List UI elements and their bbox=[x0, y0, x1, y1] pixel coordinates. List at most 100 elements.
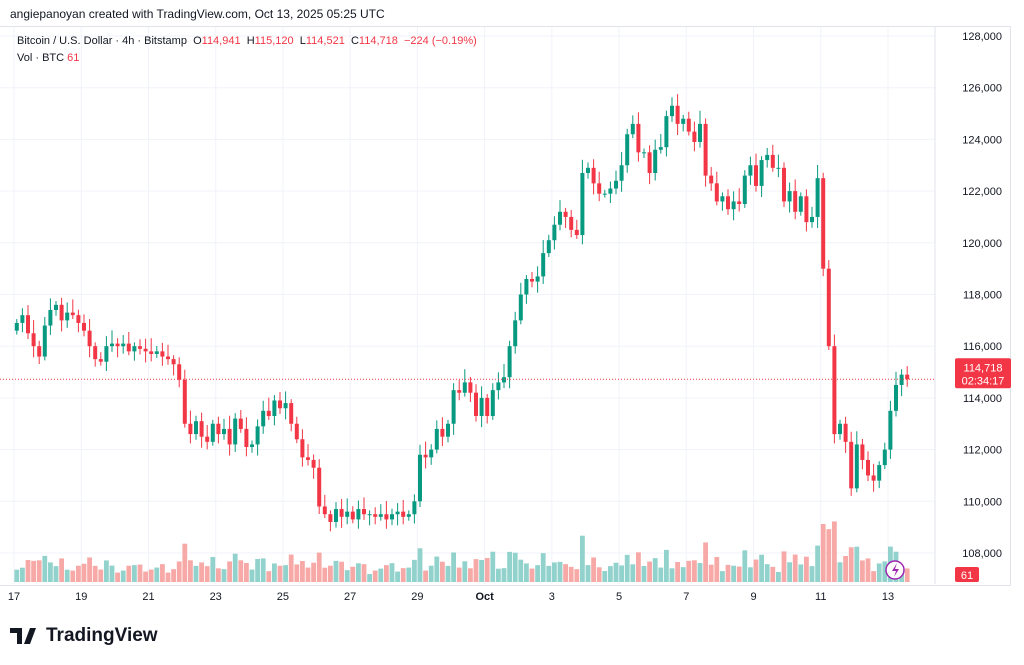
volume-bar bbox=[428, 565, 434, 582]
volume-bar bbox=[36, 560, 42, 582]
volume-bar bbox=[882, 561, 888, 582]
volume-bar bbox=[574, 569, 580, 582]
volume-bar bbox=[311, 562, 316, 582]
candle-body bbox=[70, 312, 75, 316]
candle-body bbox=[311, 459, 316, 468]
volume-bar bbox=[204, 566, 210, 582]
candle-body bbox=[37, 346, 42, 357]
volume-bar bbox=[137, 564, 143, 582]
candle-body bbox=[98, 359, 103, 362]
candle-body bbox=[658, 147, 663, 150]
volume-bar bbox=[53, 566, 59, 582]
volume-bar bbox=[244, 563, 249, 582]
low-label: L bbox=[299, 35, 306, 47]
volume-bar bbox=[322, 567, 328, 582]
candle-body bbox=[65, 312, 70, 321]
volume-bar bbox=[736, 566, 742, 582]
candle-body bbox=[502, 377, 506, 383]
candle-body bbox=[451, 390, 456, 424]
volume-bar bbox=[540, 553, 546, 582]
candle-body bbox=[653, 149, 658, 174]
volume-bar bbox=[692, 560, 697, 582]
volume-bar bbox=[804, 556, 809, 582]
chart-legend: Bitcoin / U.S. Dollar · 4h · Bitstamp O1… bbox=[17, 33, 477, 67]
tradingview-logo[interactable]: TradingView bbox=[10, 625, 158, 647]
x-tick-label: 25 bbox=[277, 591, 289, 603]
volume-bar bbox=[406, 567, 412, 582]
volume-bar bbox=[776, 572, 781, 582]
x-tick-label: 17 bbox=[8, 591, 20, 603]
x-tick-label: 11 bbox=[815, 591, 826, 603]
candle-body bbox=[216, 423, 221, 435]
volume-bar bbox=[25, 560, 31, 582]
volume-bar bbox=[753, 559, 759, 582]
candle-body bbox=[317, 467, 322, 507]
candle-body bbox=[647, 152, 652, 174]
candle-body bbox=[110, 343, 114, 347]
candle-body bbox=[334, 509, 338, 522]
volume-bar bbox=[333, 560, 339, 582]
volume-bar bbox=[221, 569, 227, 582]
candle-body bbox=[871, 475, 876, 481]
lightning-icon-glyph bbox=[892, 563, 899, 577]
chart-pane[interactable] bbox=[0, 26, 1011, 586]
candle-body bbox=[345, 511, 350, 517]
candle-body bbox=[782, 167, 786, 202]
y-tick-label: 110,000 bbox=[963, 496, 1002, 508]
candle-body bbox=[619, 165, 624, 181]
volume-bar bbox=[361, 564, 367, 582]
candle-body bbox=[244, 428, 249, 448]
candle-body bbox=[535, 276, 540, 282]
volume-label: Vol · BTC bbox=[17, 52, 65, 64]
volume-bar bbox=[524, 563, 529, 582]
volume-bar bbox=[748, 567, 753, 582]
candle-body bbox=[362, 509, 366, 515]
candle-body bbox=[838, 423, 842, 435]
x-tick-label: 13 bbox=[882, 591, 894, 603]
volume-bar bbox=[501, 568, 507, 582]
candle-body bbox=[384, 514, 389, 520]
candle-body bbox=[720, 196, 725, 202]
volume-bar bbox=[59, 558, 64, 582]
candle-body bbox=[261, 410, 266, 427]
candle-body bbox=[339, 509, 344, 517]
volume-bar bbox=[837, 562, 843, 582]
close-label: C bbox=[350, 35, 359, 47]
volume-bar bbox=[496, 568, 501, 582]
volume-bar bbox=[216, 568, 221, 582]
volume-bar bbox=[400, 568, 406, 582]
candle-body bbox=[636, 123, 641, 153]
x-tick-label: 7 bbox=[683, 591, 689, 603]
candle-body bbox=[832, 346, 837, 435]
volume-bar bbox=[809, 566, 815, 582]
candle-body bbox=[748, 165, 753, 176]
volume-bar bbox=[160, 564, 165, 582]
volume-bar bbox=[904, 568, 910, 582]
volume-bar bbox=[277, 565, 283, 582]
volume-bar bbox=[731, 565, 736, 582]
candle-body bbox=[272, 400, 277, 416]
candle-body bbox=[289, 403, 294, 424]
candle-body bbox=[614, 180, 618, 189]
volume-bar bbox=[720, 571, 725, 582]
volume-bar bbox=[316, 552, 322, 582]
volume-bar bbox=[535, 565, 540, 582]
volume-bar bbox=[199, 562, 204, 582]
volume-bar bbox=[115, 572, 120, 582]
candle-body bbox=[804, 196, 809, 223]
volume-bar bbox=[451, 552, 456, 582]
candle-body bbox=[513, 320, 518, 347]
x-tick-label: 23 bbox=[210, 591, 222, 603]
candle-body bbox=[894, 384, 898, 411]
candle-body bbox=[569, 216, 574, 230]
volume-bar bbox=[759, 554, 764, 582]
candle-body bbox=[115, 343, 120, 347]
volume-bar bbox=[764, 564, 770, 582]
volume-bar bbox=[143, 571, 148, 582]
volume-bar bbox=[328, 565, 333, 582]
y-tick-label: 126,000 bbox=[962, 83, 1002, 95]
candle-body bbox=[692, 131, 697, 142]
volume-bar bbox=[350, 566, 356, 582]
candle-body bbox=[166, 356, 170, 360]
